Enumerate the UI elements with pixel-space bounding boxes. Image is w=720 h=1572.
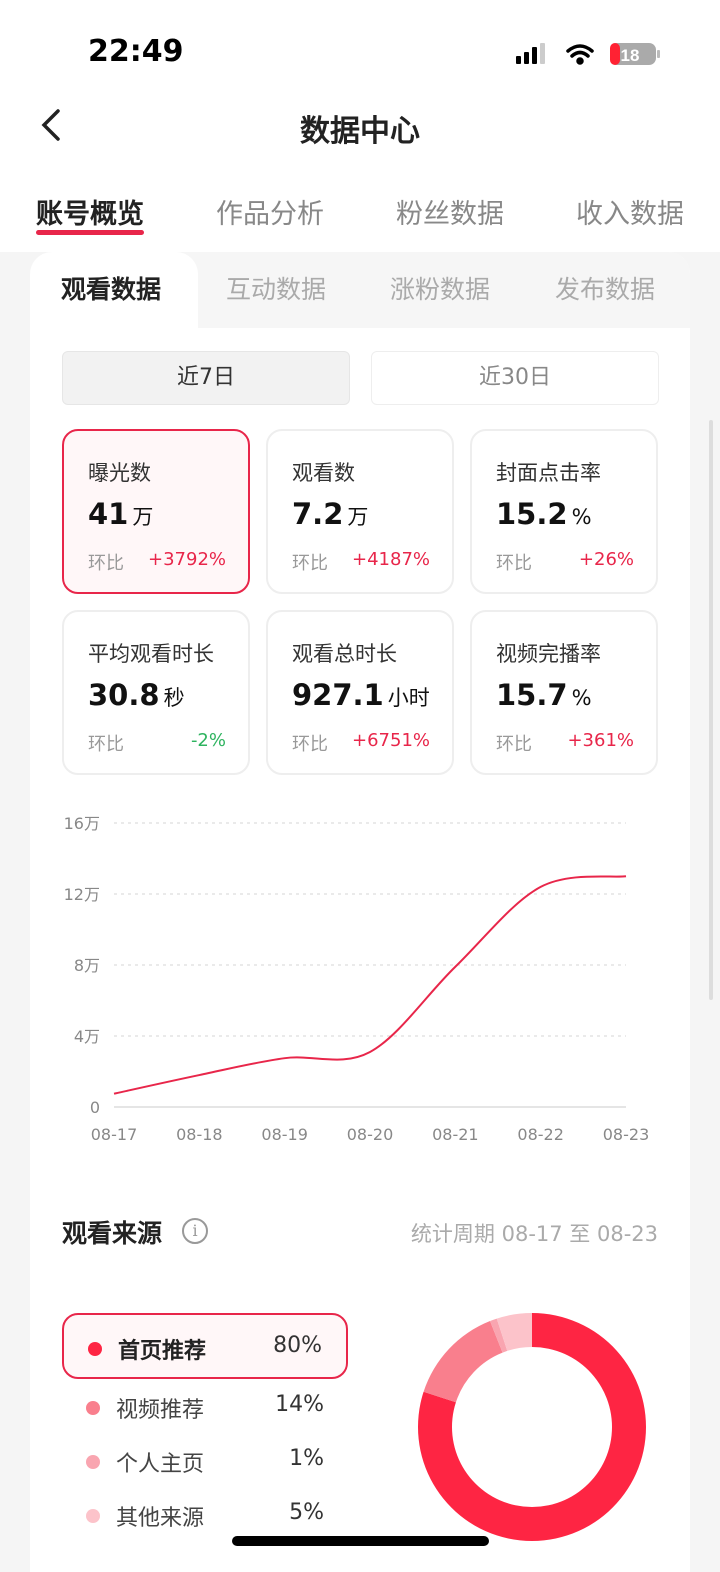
subtab-view-data[interactable]: 观看数据 [61,275,162,304]
source-legend-item[interactable]: 首页推荐 80% [62,1313,348,1379]
wifi-icon [566,44,594,65]
x-tick-label: 08-20 [347,1125,394,1144]
metric-card[interactable]: 平均观看时长 30.8 秒 环比 -2% [62,610,250,775]
signal-icon [516,43,545,64]
metric-change: +4187% [352,549,430,570]
legend-dot [88,1342,102,1356]
metric-label: 视频完播率 [496,642,601,666]
y-tick-label: 4万 [74,1027,100,1046]
tab-works-analysis[interactable]: 作品分析 [216,199,324,230]
source-name: 个人主页 [116,1452,205,1477]
donut-chart [418,1313,646,1541]
metric-label: 曝光数 [88,461,151,485]
metric-label: 观看总时长 [292,642,397,666]
chevron-left-icon[interactable] [38,108,68,142]
metric-card[interactable]: 观看数 7.2 万 环比 +4187% [266,429,454,594]
x-tick-label: 08-19 [261,1125,308,1144]
metric-change: +3792% [148,549,226,570]
donut-slice[interactable] [490,1318,508,1353]
source-percent: 5% [289,1500,324,1525]
y-tick-label: 16万 [64,814,100,833]
legend-dot [86,1455,100,1469]
metric-compare-label: 环比 [496,734,532,755]
metric-value: 927.1 小时 [292,678,430,712]
source-legend-item[interactable]: 个人主页 1% [62,1428,348,1494]
svg-text:18: 18 [621,46,640,65]
source-legend-item[interactable]: 其他来源 5% [62,1482,348,1548]
legend-dot [86,1401,100,1415]
metric-value: 30.8 秒 [88,678,185,712]
donut-slice[interactable] [423,1321,503,1403]
active-tab-indicator [36,230,144,235]
metric-card[interactable]: 曝光数 41 万 环比 +3792% [62,429,250,594]
page-title: 数据中心 [300,114,420,149]
source-legend-item[interactable]: 视频推荐 14% [62,1374,348,1440]
y-tick-label: 8万 [74,956,100,975]
metric-change: +361% [567,730,634,751]
source-name: 首页推荐 [118,1339,207,1364]
range-7-days-button[interactable]: 近7日 [62,351,350,405]
section-title: 观看来源 [62,1219,163,1248]
tab-income-data[interactable]: 收入数据 [576,199,684,230]
x-tick-label: 08-23 [603,1125,650,1144]
subtab-publish-data[interactable]: 发布数据 [555,275,656,304]
battery-icon: 18 [610,43,660,65]
x-tick-label: 08-18 [176,1125,223,1144]
metric-card[interactable]: 封面点击率 15.2% 环比 +26% [470,429,658,594]
tab-fans-data[interactable]: 粉丝数据 [396,199,504,230]
metric-card[interactable]: 观看总时长 927.1 小时 环比 +6751% [266,610,454,775]
stat-period: 统计周期 08-17 至 08-23 [410,1222,658,1246]
top-area [0,0,720,252]
status-time: 22:49 [88,34,184,69]
source-name: 其他来源 [116,1506,205,1531]
source-percent: 14% [275,1392,324,1417]
metric-value: 41 万 [88,497,154,531]
x-tick-label: 08-17 [91,1125,138,1144]
y-tick-label: 0 [90,1098,100,1117]
metric-compare-label: 环比 [88,734,124,755]
metric-card[interactable]: 视频完播率 15.7% 环比 +361% [470,610,658,775]
metric-compare-label: 环比 [496,553,532,574]
x-tick-label: 08-21 [432,1125,479,1144]
metric-change: -2% [190,730,226,751]
metric-label: 平均观看时长 [88,642,214,666]
source-percent: 1% [289,1446,324,1471]
metric-compare-label: 环比 [292,734,328,755]
metric-value: 15.2% [496,497,592,531]
source-percent: 80% [273,1333,322,1358]
donut-slice[interactable] [496,1313,532,1351]
data-card: 观看数据 互动数据 涨粉数据 发布数据 近7日 近30日 曝光数 41 万 环比 … [30,252,690,1572]
metric-label: 封面点击率 [496,461,601,485]
tab-account-overview[interactable]: 账号概览 [36,199,144,230]
metric-compare-label: 环比 [292,553,328,574]
line-chart: 0 4万 8万 12万 16万 08-17 08-18 08-19 08-20 08-21 08-2… [64,814,650,1144]
x-tick-label: 08-22 [517,1125,564,1144]
range-30-days-button[interactable]: 近30日 [371,351,659,405]
y-tick-label: 12万 [64,885,100,904]
home-indicator [232,1536,489,1546]
scrollbar[interactable] [709,420,713,1000]
subtab-fans-growth[interactable]: 涨粉数据 [390,275,491,304]
info-icon[interactable]: i [182,1218,208,1244]
metric-value: 7.2 万 [292,497,369,531]
metric-change: +6751% [352,730,430,751]
metric-value: 15.7% [496,678,592,712]
metric-change: +26% [578,549,634,570]
subtab-interaction-data[interactable]: 互动数据 [226,275,327,304]
source-name: 视频推荐 [116,1398,205,1423]
metric-compare-label: 环比 [88,553,124,574]
status-icons: 18 [516,43,660,65]
series-line [113,875,627,1095]
metric-label: 观看数 [292,461,355,485]
legend-dot [86,1509,100,1523]
donut-slice[interactable] [418,1313,646,1541]
